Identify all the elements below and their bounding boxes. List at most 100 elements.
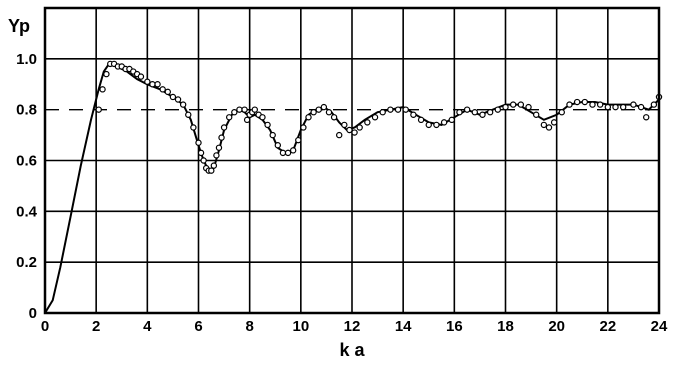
data-point [619,103,627,111]
data-point [346,126,353,134]
data-point [387,106,394,113]
data-point [213,152,220,159]
data-point [325,109,333,116]
data-point [425,121,432,129]
data-point [643,114,650,121]
x-tick-label: 22 [599,318,616,335]
x-tick-label: 14 [395,318,412,335]
data-point [394,106,402,113]
data-point [264,121,271,129]
data-point [558,109,565,116]
data-point [650,101,658,108]
data-point [236,106,243,113]
data-point [159,86,166,93]
data-point [456,109,463,116]
x-tick-label: 20 [548,318,565,335]
data-point [479,111,486,118]
data-point [169,93,177,101]
data-point [137,73,145,80]
data-point [336,131,343,139]
data-point [225,114,233,121]
data-point [195,139,202,146]
data-point [533,111,540,118]
data-point [545,124,553,131]
data-point [330,114,338,121]
data-point [440,119,448,126]
data-point [289,147,297,154]
plot-frame [43,6,661,315]
data-point [215,144,223,151]
data-point [284,149,292,157]
y-tick-label: 0.4 [16,203,38,220]
data-point [295,136,302,144]
data-point [596,101,604,108]
data-point [604,103,612,111]
data-point [463,106,471,113]
data-point [502,103,509,111]
data-point [200,157,207,164]
y-axis-label: Yp [8,16,30,36]
data-point [99,86,106,93]
data-point [103,70,110,78]
x-tick-label: 4 [143,318,152,335]
data-point [269,131,276,139]
x-tick-labels: 0 2 4 6 8 10 12 14 16 18 20 22 24 [41,318,668,335]
x-tick-label: 2 [92,318,100,335]
data-point [379,109,386,116]
data-point [540,121,548,129]
series-layer [44,60,663,314]
data-point [164,88,171,96]
x-tick-label: 10 [292,318,309,335]
data-point [525,103,532,111]
data-point [149,81,156,88]
y-tick-label: 0.2 [16,254,37,271]
data-point [448,116,455,124]
data-point [433,121,440,129]
data-point [220,124,228,131]
data-point [471,109,478,116]
x-tick-label: 0 [41,318,49,335]
data-point [310,109,317,116]
data-point [410,111,417,118]
data-point [517,101,525,108]
grid [44,7,660,314]
data-point [550,119,558,126]
data-point [210,162,218,169]
data-point [371,114,379,121]
data-point [190,124,197,131]
data-point [185,111,192,118]
data-point [259,114,266,121]
x-tick-label: 6 [194,318,202,335]
data-point [305,114,312,121]
data-point [274,142,282,149]
data-point [589,101,596,108]
data-point [581,98,589,106]
data-point [509,101,517,108]
data-point [208,167,215,174]
data-point [279,149,287,157]
data-point [179,101,187,108]
x-tick-label: 16 [446,318,463,335]
data-point [315,106,322,113]
x-tick-label: 8 [245,318,253,335]
y-tick-label: 0.8 [16,102,37,119]
data-point [243,116,251,124]
data-point [300,124,307,131]
data-point [320,103,328,111]
x-axis-label: k a [339,340,365,360]
data-point [144,78,151,85]
data-point [197,149,205,157]
data-point [630,101,637,108]
data-point [494,106,502,113]
data-point [486,109,494,116]
x-tick-label: 24 [651,318,668,335]
data-point [241,106,248,113]
data-point [573,98,581,106]
y-tick-labels: 0 0.2 0.4 0.6 0.8 1.0 [16,51,38,322]
data-point [402,106,409,113]
data-point [364,119,371,126]
x-tick-label: 18 [497,318,514,335]
data-point [356,124,363,131]
data-point [95,106,102,113]
